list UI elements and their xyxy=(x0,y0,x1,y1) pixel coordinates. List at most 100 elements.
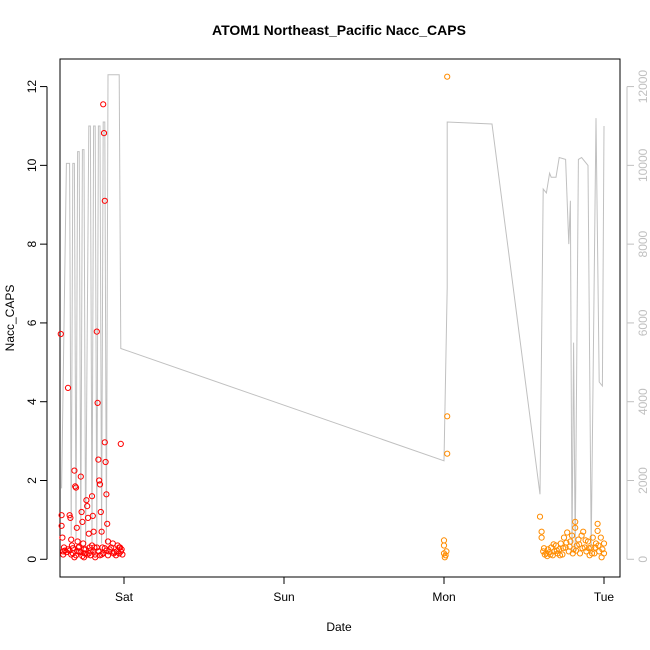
data-point xyxy=(58,522,65,529)
data-point xyxy=(564,529,571,536)
x-tick-label: Sat xyxy=(115,590,134,604)
data-point xyxy=(77,473,84,480)
data-point xyxy=(544,553,551,560)
x-tick-label: Sun xyxy=(273,590,294,604)
y-axis-left: 0 2 4 6 8 10 12 xyxy=(25,80,48,563)
data-point xyxy=(442,552,449,559)
data-point xyxy=(117,440,124,447)
data-point xyxy=(71,554,78,561)
data-point xyxy=(103,547,110,554)
data-point xyxy=(83,497,90,504)
data-point xyxy=(88,493,96,500)
data-point xyxy=(440,537,448,544)
data-point xyxy=(600,540,608,547)
data-point xyxy=(96,481,104,488)
data-point xyxy=(71,467,78,474)
data-point xyxy=(58,512,65,519)
y2-tick-label: 4000 xyxy=(636,388,650,415)
data-point xyxy=(106,546,113,553)
data-point xyxy=(557,540,564,547)
y-tick-label: 2 xyxy=(25,477,39,484)
data-point xyxy=(594,527,601,535)
data-point xyxy=(104,520,111,527)
y-tick-label: 6 xyxy=(25,319,39,326)
y2-tick-label: 12000 xyxy=(636,70,650,104)
data-point xyxy=(72,483,79,490)
data-point xyxy=(572,524,579,531)
data-point xyxy=(576,550,584,557)
data-point xyxy=(599,546,606,553)
data-point xyxy=(79,518,86,526)
chart-title: ATOM1 Northeast_Pacific Nacc_CAPS xyxy=(212,22,466,38)
data-point xyxy=(543,550,550,557)
data-point xyxy=(80,540,87,547)
data-point xyxy=(538,528,545,535)
data-point xyxy=(444,413,451,420)
data-point xyxy=(563,539,570,546)
data-point xyxy=(73,524,80,531)
data-point xyxy=(589,534,596,541)
altitude-line-layer xyxy=(61,74,605,552)
data-point xyxy=(102,458,109,466)
data-point xyxy=(94,399,101,406)
data-point xyxy=(444,450,451,457)
y-tick-label: 4 xyxy=(25,398,39,405)
data-point xyxy=(97,508,104,516)
data-point xyxy=(576,541,583,548)
data-point xyxy=(560,534,568,541)
data-point xyxy=(67,514,74,522)
data-point xyxy=(74,548,81,555)
data-point xyxy=(68,536,75,543)
data-point xyxy=(598,554,605,561)
data-point xyxy=(95,456,102,463)
data-point xyxy=(108,544,115,551)
data-point xyxy=(536,513,544,520)
data-point xyxy=(68,542,76,549)
data-point xyxy=(103,491,110,498)
data-point xyxy=(440,542,448,549)
data-point xyxy=(84,503,91,510)
y-tick-label: 12 xyxy=(25,80,39,94)
data-point xyxy=(550,541,557,548)
data-point xyxy=(594,520,601,527)
data-point xyxy=(556,552,564,559)
data-point xyxy=(93,544,100,551)
data-point xyxy=(568,532,576,539)
data-point xyxy=(538,534,545,541)
x-tick-label: Tue xyxy=(594,590,615,604)
data-point xyxy=(72,484,80,491)
data-point xyxy=(101,439,108,446)
data-point xyxy=(580,528,587,535)
plot-frame xyxy=(59,58,621,578)
data-point xyxy=(118,546,125,553)
data-point xyxy=(101,197,108,204)
x-axis-label: Date xyxy=(326,620,352,634)
data-point xyxy=(93,328,100,335)
data-point xyxy=(87,547,94,554)
data-point xyxy=(84,551,91,558)
data-point xyxy=(64,384,72,391)
data-point xyxy=(444,73,451,80)
data-point xyxy=(572,518,579,526)
x-tick-label: Mon xyxy=(432,590,455,604)
data-point xyxy=(566,543,573,550)
data-point xyxy=(90,548,97,555)
data-point xyxy=(592,544,599,551)
data-point xyxy=(90,528,97,535)
data-point xyxy=(100,101,107,108)
data-point xyxy=(59,534,66,541)
data-point xyxy=(595,542,602,549)
data-point xyxy=(582,537,589,544)
data-point xyxy=(553,547,560,554)
data-point xyxy=(61,547,68,554)
data-point xyxy=(100,130,108,137)
data-point xyxy=(110,550,117,557)
data-point xyxy=(443,548,450,555)
altitude-line xyxy=(61,74,605,552)
data-point xyxy=(547,551,554,558)
data-point xyxy=(64,546,72,553)
data-point xyxy=(78,508,85,516)
y-tick-label: 0 xyxy=(25,556,39,563)
data-point xyxy=(96,477,103,484)
data-point xyxy=(89,512,96,520)
